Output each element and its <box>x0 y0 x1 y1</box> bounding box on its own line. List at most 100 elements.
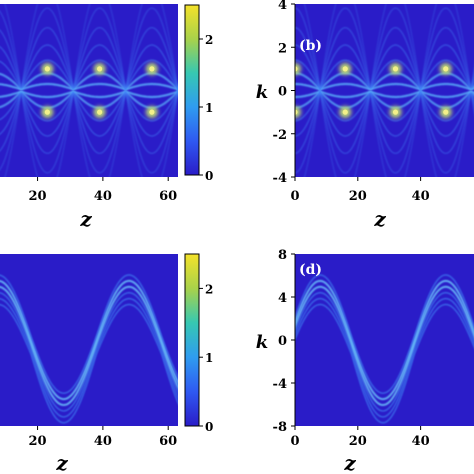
panel-d-y-tick-label: 4 <box>278 291 287 306</box>
panel-a-band <box>4 4 178 90</box>
panel-d-y-tick-label: -8 <box>273 420 287 435</box>
panel-b-y-axis-label: k <box>256 82 268 103</box>
colorbar-a-gradient <box>184 4 200 176</box>
panel-b-band <box>295 89 474 137</box>
panel-d-y-ticks: 8 4 0 -4 -8 <box>273 248 295 435</box>
panel-d-plot-area <box>295 254 474 426</box>
panel-c-band <box>0 279 178 401</box>
panel-b-x-ticks: 0 20 40 <box>290 177 430 204</box>
colorbar-c-ticks: 0 1 2 <box>199 282 213 434</box>
panel-b-band <box>303 4 474 89</box>
panel-b-band <box>295 92 474 174</box>
panel-b-band <box>295 7 474 89</box>
panel-a-x-ticks: 20 40 60 <box>29 177 177 204</box>
panel-a-intensity-bands <box>0 4 178 177</box>
panel-a-bright-spot <box>44 109 50 115</box>
panel-b-y-tick-label: 4 <box>278 0 287 13</box>
panel-c-x-tick-label: 60 <box>159 434 177 449</box>
panel-a-band <box>0 91 178 174</box>
panel-a-x-axis-label: z <box>79 207 92 231</box>
colorbar-a-tick-label: 2 <box>205 33 213 47</box>
panel-d-x-ticks: 0 20 40 <box>290 426 430 449</box>
panel-b-bright-spot <box>392 109 399 115</box>
colorbar-c-tick-label: 1 <box>205 351 213 365</box>
colorbar-a-tick-label: 1 <box>205 101 213 115</box>
panel-b-x-tick-label: 40 <box>412 189 430 204</box>
panel-a-bright-spot <box>149 66 155 72</box>
colorbar-c: 0 1 2 <box>184 253 213 434</box>
panel-b-band <box>295 90 474 122</box>
panel-a-bright-spot <box>97 66 103 72</box>
panel-d-band <box>295 279 474 401</box>
panel-a-band <box>0 88 178 155</box>
panel-a-bright-spot <box>44 66 50 72</box>
panel-c-band <box>0 297 178 418</box>
panel-b-bright-spot-glow <box>295 106 301 119</box>
panel-b-bright-spots <box>295 62 452 119</box>
panel-d-x-axis-label: z <box>343 451 356 474</box>
colorbar-c-tick-label: 2 <box>205 282 213 296</box>
panel-a-bright-spot <box>97 109 103 115</box>
panel-d-band <box>295 297 474 418</box>
panel-b-bright-spot-glow <box>295 62 301 75</box>
panel-a-bright-spot <box>149 109 155 115</box>
panel-a-band <box>0 26 178 93</box>
colorbar-a-ticks: 0 1 2 <box>199 33 213 183</box>
panel-b-bright-spot <box>295 109 298 115</box>
panel-d-x-tick-label: 40 <box>412 434 430 449</box>
colorbar-a: 0 1 2 <box>184 4 213 183</box>
panel-a-band <box>0 44 178 92</box>
panel-b: 420-2-4 0 20 40 (b) k z <box>256 0 474 231</box>
panel-a-band <box>0 90 178 122</box>
panel-b-y-tick-label: 0 <box>278 85 287 100</box>
panel-c-band <box>0 303 178 424</box>
panel-b-band <box>295 44 474 92</box>
panel-b-bright-spot <box>342 66 348 72</box>
panel-d-band <box>295 274 474 394</box>
panel-b-bright-spot <box>443 109 449 115</box>
panel-d-x-tick-label: 0 <box>290 434 299 449</box>
panel-b-y-tick-label: 2 <box>278 41 287 56</box>
panel-c-band <box>0 285 178 407</box>
colorbar-c-gradient <box>184 253 200 427</box>
panel-b-x-tick-label: 0 <box>290 189 299 204</box>
panel-b-band <box>303 92 474 177</box>
panel-b-intensity-bands <box>295 4 474 177</box>
panel-c-band <box>0 291 178 412</box>
panel-a-x-tick-label: 40 <box>94 189 112 204</box>
panel-d-y-tick-label: -4 <box>273 377 287 392</box>
panel-c-band <box>0 274 178 394</box>
panel-d-y-tick-label: 0 <box>278 334 287 349</box>
panel-b-bright-spot <box>342 109 348 115</box>
panel-a-band <box>0 82 178 91</box>
panel-a-band <box>0 59 178 91</box>
panel-d-y-axis-label: k <box>256 332 268 353</box>
panel-b-x-tick-label: 20 <box>349 189 367 204</box>
panel-d-y-tick-label: 8 <box>278 248 287 263</box>
panel-d-band <box>295 303 474 424</box>
panel-b-x-axis-label: z <box>373 207 386 231</box>
panel-b-label: (b) <box>299 38 322 54</box>
panel-d-x-tick-label: 20 <box>349 434 367 449</box>
panel-a-band <box>0 7 178 90</box>
panel-c-x-tick-label: 20 <box>29 434 47 449</box>
panel-c: 20 40 60 z <box>0 254 178 474</box>
panel-d-intensity-bands <box>295 274 474 424</box>
panel-d-band <box>295 285 474 407</box>
panel-a-x-tick-label: 20 <box>29 189 47 204</box>
panel-b-y-tick-label: -4 <box>273 171 287 186</box>
panel-b-bright-spot <box>295 66 298 72</box>
panel-c-x-axis-label: z <box>55 451 68 474</box>
panel-a: 20 40 60 z <box>0 4 178 231</box>
panel-a-x-tick-label: 60 <box>159 189 177 204</box>
panel-b-bright-spot <box>443 66 449 72</box>
colorbar-c-tick-label: 0 <box>205 420 213 434</box>
panel-c-x-ticks: 20 40 60 <box>29 426 177 449</box>
panel-b-band <box>295 26 474 92</box>
panel-b-y-ticks: 4 2 0 -2 -4 <box>273 0 295 186</box>
colorbar-a-tick-label: 0 <box>205 169 213 183</box>
panel-d-label: (d) <box>299 262 322 278</box>
panel-b-band <box>295 82 474 91</box>
panel-d: 840-4-8 0 20 40 (d) k z <box>256 248 474 474</box>
